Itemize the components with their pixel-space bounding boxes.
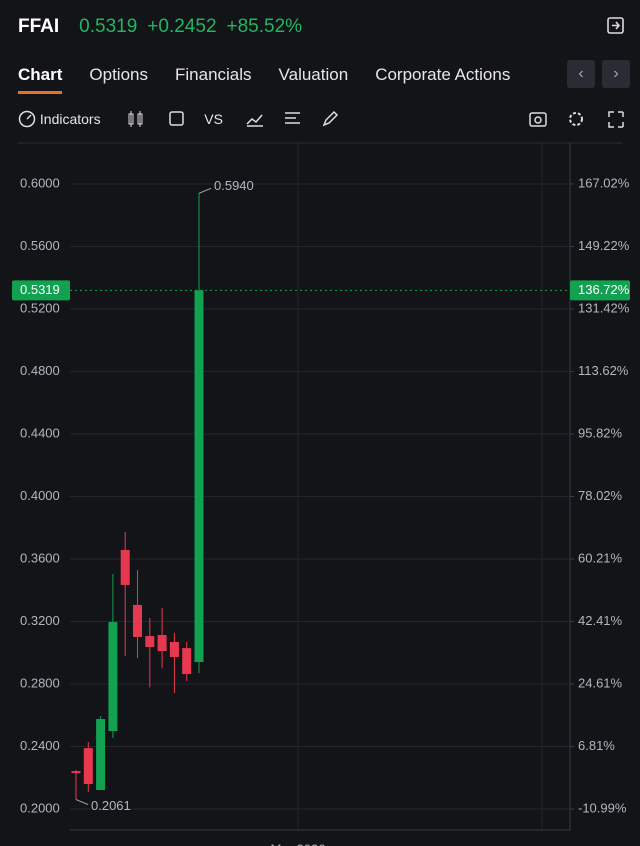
tabs: Chart Options Financials Valuation Corpo…: [18, 65, 510, 94]
y2-tick-label: 95.82%: [578, 425, 623, 440]
y-tick-label: 0.3200: [20, 613, 60, 628]
candle-body: [96, 719, 106, 790]
candle-body: [145, 636, 155, 647]
y-tick-label: 0.2400: [20, 738, 60, 753]
y2-tick-label: 131.42%: [578, 300, 630, 315]
line-icon[interactable]: [245, 110, 265, 128]
y2-tick-label: 6.81%: [578, 738, 615, 753]
price: 0.5319: [79, 16, 138, 37]
change-pct: +85.52%: [226, 16, 303, 37]
tab[interactable]: Financials: [175, 65, 252, 84]
y-tick-label: 0.4000: [20, 488, 60, 503]
last-pct: 136.72%: [578, 282, 630, 297]
exit-icon[interactable]: [606, 16, 626, 36]
y2-tick-label: 149.22%: [578, 238, 630, 253]
camera-icon[interactable]: [529, 112, 547, 127]
y-tick-label: 0.4800: [20, 363, 60, 378]
y-tick-label: 0.5200: [20, 300, 60, 315]
candle-body: [133, 604, 142, 637]
scroll-right[interactable]: ›: [602, 60, 630, 88]
last-price-box: [12, 280, 70, 301]
tab[interactable]: Options: [89, 65, 148, 84]
toolbar: Indicators VS: [18, 110, 341, 128]
scroll-left[interactable]: ‹: [567, 60, 595, 88]
candle-body: [157, 634, 167, 652]
candle-body: [83, 748, 93, 785]
y-tick-label: 0.5600: [20, 238, 60, 253]
tab[interactable]: Valuation: [278, 65, 349, 84]
candle-icon[interactable]: [126, 110, 146, 128]
square-icon[interactable]: [168, 110, 186, 128]
y-tick-label: 0.4400: [20, 425, 60, 440]
camera-lens: [534, 116, 542, 124]
symbol: FFAI: [18, 16, 60, 37]
candle-body: [108, 621, 118, 732]
y2-tick-label: 60.21%: [578, 550, 623, 565]
y-tick-label: 0.6000: [20, 175, 60, 190]
low-label: 0.2061: [91, 798, 131, 813]
fullscreen-icon[interactable]: [608, 111, 624, 128]
x-label: Mar 2026: [271, 841, 326, 846]
menu-icon[interactable]: [283, 110, 303, 128]
right-icons: [529, 111, 624, 128]
y2-tick-label: -10.99%: [578, 801, 627, 816]
y2-tick-label: 113.62%: [578, 363, 629, 378]
gauge-icon: [18, 110, 36, 128]
tab[interactable]: Chart: [18, 65, 63, 94]
candle-body: [182, 648, 192, 675]
last-price: 0.5319: [20, 282, 60, 297]
candle-body: [169, 641, 179, 657]
compare[interactable]: VS: [204, 111, 223, 127]
candle-body: [120, 549, 130, 585]
low-pointer: [75, 799, 89, 805]
y-tick-label: 0.3600: [20, 550, 60, 565]
y-tick-label: 0.2800: [20, 675, 60, 690]
candle-body: [71, 771, 81, 774]
y2-tick-label: 167.02%: [578, 175, 630, 190]
y2-tick-label: 42.41%: [578, 613, 623, 628]
pen-icon[interactable]: [321, 110, 341, 128]
high-pointer: [198, 187, 212, 194]
high-label: 0.5940: [214, 178, 254, 193]
candle-body: [194, 290, 204, 663]
y-tick-label: 0.2000: [20, 800, 60, 815]
indicators[interactable]: Indicators: [39, 111, 101, 127]
header: FFAI 0.5319 +0.2452 +85.52%: [18, 16, 302, 38]
settings-icon[interactable]: [569, 112, 583, 126]
y2-tick-label: 24.61%: [578, 675, 623, 690]
last-pct-box: [570, 280, 630, 301]
y2-tick-label: 78.02%: [578, 488, 623, 503]
tab[interactable]: Corporate Actions: [375, 65, 511, 84]
change: +0.2452: [147, 16, 217, 37]
